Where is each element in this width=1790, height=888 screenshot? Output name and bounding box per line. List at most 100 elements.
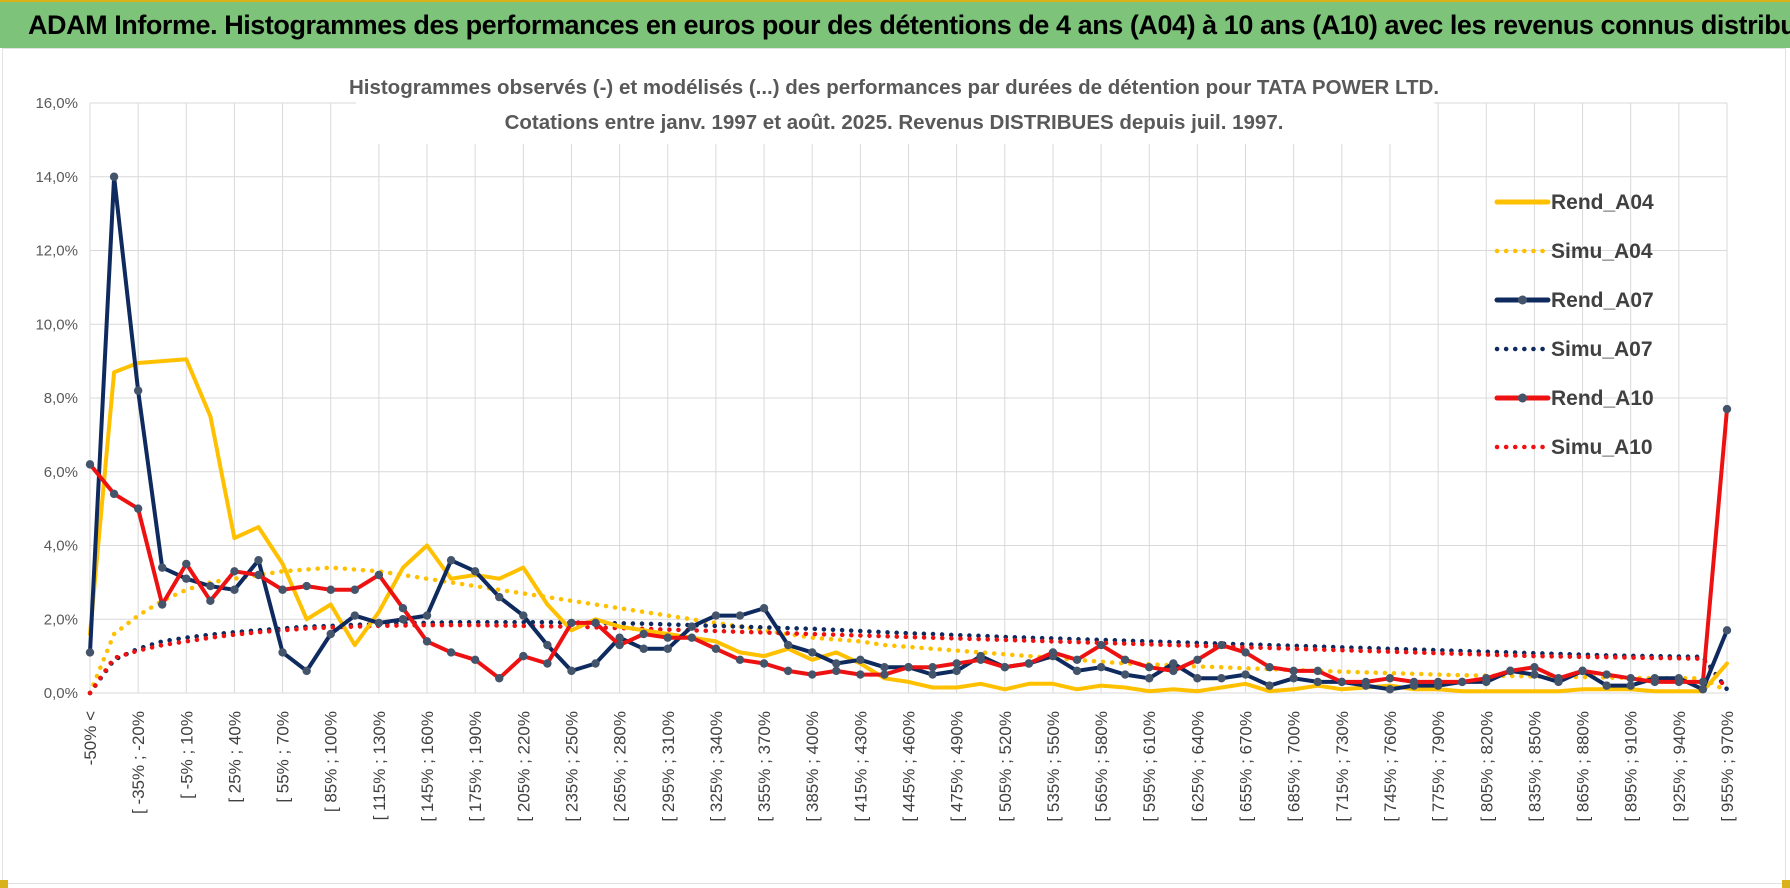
series-marker-rend-a10 (1457, 677, 1467, 687)
series-marker-rend-a07 (1145, 674, 1154, 683)
frame-corner-right (1782, 880, 1790, 888)
series-marker-rend-a10 (1506, 666, 1515, 676)
x-tick-label: [ 55% ; 70% (274, 711, 293, 803)
series-marker-rend-a07 (1265, 681, 1274, 690)
series-line-simu-a04 (87, 565, 1730, 696)
series-marker-rend-a10 (278, 585, 287, 594)
x-tick-label: [ 895% ; 910% (1622, 711, 1641, 822)
series-marker-rend-a10 (1433, 677, 1443, 687)
x-tick-label: [ 565% ; 580% (1092, 711, 1111, 822)
series-marker-rend-a07 (663, 644, 672, 653)
x-tick-label: [ 355% ; 370% (755, 711, 774, 822)
y-axis: 0,0% 2,0% 4,0% 6,0% 8,0% 10,0% 12,0% 14,0% 16,0% (35, 95, 78, 702)
x-tick-label: [ 475% ; 490% (948, 711, 967, 822)
series-marker-rend-a07 (856, 655, 865, 665)
series-marker-rend-a07 (302, 666, 311, 676)
x-tick-label: [ 835% ; 850% (1525, 711, 1544, 822)
series-marker-rend-a07 (398, 615, 408, 624)
x-tick-label: [ 535% ; 550% (1044, 711, 1063, 822)
series-marker-rend-a10 (1120, 655, 1130, 665)
series-marker-rend-a10 (519, 651, 528, 661)
series-marker-rend-a10 (856, 670, 865, 679)
series-marker-rend-a07 (1385, 685, 1395, 694)
series-marker-rend-a10 (1578, 666, 1587, 676)
series-marker-rend-a10 (495, 674, 504, 683)
series-marker-rend-a07 (1241, 670, 1250, 679)
series-marker-rend-a07 (278, 648, 287, 657)
series-marker-rend-a10 (759, 659, 769, 668)
series-marker-rend-a07 (1313, 677, 1322, 687)
series-marker-rend-a10 (1145, 662, 1154, 672)
series-marker-rend-a10 (615, 640, 624, 650)
title-banner: ADAM Informe. Histogrammes des performan… (0, 0, 1790, 48)
x-tick-label: [ 775% ; 790% (1429, 711, 1448, 822)
x-tick-label: [ 865% ; 880% (1574, 711, 1593, 822)
x-tick-label: [ 445% ; 460% (900, 711, 919, 822)
series-marker-rend-a07 (446, 556, 456, 565)
series-marker-rend-a07 (759, 603, 769, 613)
series-marker-rend-a07 (1096, 662, 1106, 672)
x-tick-label: [ 115% ; 130% (370, 711, 389, 820)
series-marker-rend-a07 (591, 659, 600, 668)
x-tick-label: [ 295% ; 310% (659, 711, 678, 822)
x-tick-label: [ 175% ; 190% (466, 711, 485, 822)
series-marker-rend-a10 (783, 666, 793, 676)
series-marker-rend-a10 (904, 662, 913, 672)
series-marker-rend-a10 (1626, 674, 1635, 683)
series-marker-rend-a07 (711, 611, 721, 620)
series-marker-rend-a10 (976, 655, 985, 665)
series-marker-rend-a10 (1024, 659, 1034, 668)
series-marker-rend-a07 (85, 648, 95, 657)
x-tick-label: [ 655% ; 670% (1237, 711, 1256, 822)
x-tick-label: [ -5% ; 10% (177, 711, 196, 799)
series-marker-rend-a07 (133, 386, 143, 395)
chart-legend: Rend_A04 Simu_A04 Rend_A07 Simu_A07 Rend_A10… (1494, 191, 1654, 459)
x-tick-label: [ 25% ; 40% (225, 711, 244, 803)
series-marker-rend-a07 (326, 629, 335, 639)
chart-grid (89, 102, 1728, 694)
series-marker-rend-a10 (1241, 648, 1250, 657)
x-tick-label: [ 805% ; 820% (1477, 711, 1496, 822)
series-marker-rend-a07 (1602, 681, 1611, 690)
series-marker-rend-a10 (1169, 666, 1178, 676)
legend-label: Rend_A07 (1551, 289, 1654, 312)
series-marker-rend-a10 (182, 559, 191, 569)
series-marker-rend-a07 (206, 581, 215, 591)
series-marker-rend-a07 (374, 618, 384, 628)
x-tick-label: [ 715% ; 730% (1333, 711, 1352, 822)
y-tick-label: 8,0% (44, 390, 78, 407)
title-backdrop (356, 66, 1434, 144)
series-marker-rend-a10 (1096, 640, 1106, 650)
series-marker-rend-a10 (1072, 655, 1082, 665)
series-marker-rend-a10 (735, 655, 745, 665)
series-marker-rend-a10 (1650, 677, 1659, 687)
series-marker-rend-a10 (1482, 674, 1491, 683)
legend-label: Simu_A07 (1551, 338, 1653, 361)
series-marker-rend-a10 (398, 603, 408, 613)
x-tick-label: [ 325% ; 340% (707, 711, 726, 822)
series-marker-rend-a10 (543, 659, 552, 668)
series-marker-rend-a10 (880, 670, 889, 679)
series-marker-rend-a10 (952, 659, 961, 668)
series-marker-rend-a10 (1530, 662, 1539, 672)
series-marker-rend-a10 (85, 460, 95, 469)
x-tick-label: [ 415% ; 430% (851, 711, 870, 822)
series-marker-rend-a07 (952, 666, 961, 676)
series-marker-rend-a10 (1409, 677, 1419, 687)
chart-series (85, 172, 1732, 696)
series-marker-rend-a07 (470, 567, 480, 576)
x-tick-label: [ 235% ; 250% (562, 711, 581, 822)
series-marker-rend-a10 (230, 567, 239, 576)
series-marker-rend-a10 (687, 633, 697, 642)
y-tick-label: 16,0% (35, 95, 78, 112)
series-marker-rend-a07 (783, 640, 793, 650)
series-marker-rend-a07 (687, 622, 697, 631)
series-marker-rend-a07 (1120, 670, 1130, 679)
series-marker-rend-a10 (109, 489, 119, 499)
series-marker-rend-a07 (422, 611, 432, 620)
series-marker-rend-a10 (302, 581, 311, 591)
series-marker-rend-a10 (832, 666, 841, 676)
series-marker-rend-a10 (1289, 666, 1298, 676)
series-marker-rend-a10 (928, 662, 937, 672)
series-marker-rend-a10 (639, 629, 648, 639)
